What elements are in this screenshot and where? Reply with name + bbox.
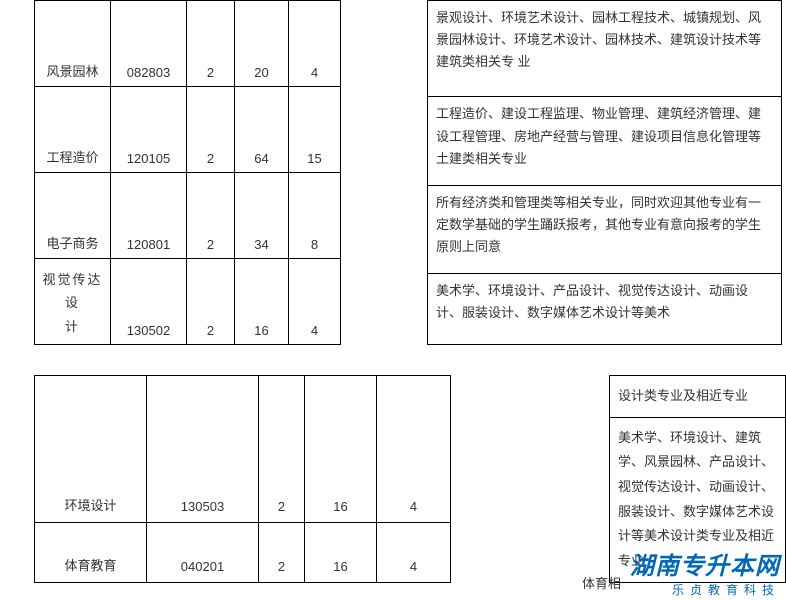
table-row: 美术学、环境设计、产品设计、视觉传达设计、动画设计、服装设计、数字媒体艺术设计等… [428,273,782,344]
col-val: 20 [235,1,289,87]
col-val: 34 [235,173,289,259]
upper-right-table: 景观设计、环境艺术设计、园林工程技术、城镇规划、风景园林设计、环境艺术设计、园林… [427,0,782,345]
col-val: 8 [289,173,341,259]
col-val: 64 [235,87,289,173]
col-val: 2 [187,1,235,87]
major-name: 视觉传达设 计 [35,259,111,345]
description-cell: 所有经济类和管理类等相关专业，同时欢迎其他专业有一定数学基础的学生踊跃报考，其他… [428,185,782,273]
col-val: 4 [377,522,451,582]
col-val: 4 [289,1,341,87]
description-cell: 美术学、环境设计、产品设计、视觉传达设计、动画设计、服装设计、数字媒体艺术设计等… [428,273,782,344]
partial-label: 体育相 [582,573,621,592]
upper-left-table: 风景园林 082803 2 20 4 工程造价 120105 2 64 15 电… [34,0,341,345]
table-row: 视觉传达设 计 130502 2 16 4 [35,259,341,345]
description-cell: 工程造价、建设工程监理、物业管理、建筑经济管理、建设工程管理、房地产经营与管理、… [428,97,782,185]
watermark-title: 湖南专升本网 [630,546,780,581]
watermark: 湖南专升本网 乐贞教育科技 [630,546,780,598]
major-name: 环境设计 [35,376,147,523]
col-val: 16 [305,376,377,523]
table-row: 体育教育 040201 2 16 4 [35,522,451,582]
upper-section: 风景园林 082803 2 20 4 工程造价 120105 2 64 15 电… [0,0,786,345]
major-code: 120105 [111,87,187,173]
major-code: 130503 [147,376,259,523]
table-row: 风景园林 082803 2 20 4 [35,1,341,87]
major-name: 体育教育 [35,522,147,582]
col-val: 16 [235,259,289,345]
col-val: 15 [289,87,341,173]
table-row: 环境设计 130503 2 16 4 [35,376,451,523]
col-val: 2 [187,173,235,259]
description-cell: 景观设计、环境艺术设计、园林工程技术、城镇规划、风景园林设计、环境艺术设计、园林… [428,1,782,97]
col-val: 2 [259,376,305,523]
table-row: 设计类专业及相近专业 [610,376,786,418]
major-name: 风景园林 [35,1,111,87]
col-val: 4 [377,376,451,523]
table-row: 电子商务 120801 2 34 8 [35,173,341,259]
col-val: 2 [187,87,235,173]
major-name: 工程造价 [35,87,111,173]
col-val: 4 [289,259,341,345]
major-code: 120801 [111,173,187,259]
col-val: 2 [187,259,235,345]
major-code: 082803 [111,1,187,87]
table-row: 景观设计、环境艺术设计、园林工程技术、城镇规划、风景园林设计、环境艺术设计、园林… [428,1,782,97]
major-code: 040201 [147,522,259,582]
description-cell: 设计类专业及相近专业 [610,376,786,418]
col-val: 2 [259,522,305,582]
col-val: 16 [305,522,377,582]
table-row: 工程造价、建设工程监理、物业管理、建筑经济管理、建设工程管理、房地产经营与管理、… [428,97,782,185]
table-row: 所有经济类和管理类等相关专业，同时欢迎其他专业有一定数学基础的学生踊跃报考，其他… [428,185,782,273]
major-code: 130502 [111,259,187,345]
table-row: 工程造价 120105 2 64 15 [35,87,341,173]
lower-left-table: 环境设计 130503 2 16 4 体育教育 040201 2 16 4 [34,375,451,583]
major-name: 电子商务 [35,173,111,259]
watermark-subtitle: 乐贞教育科技 [630,581,780,598]
